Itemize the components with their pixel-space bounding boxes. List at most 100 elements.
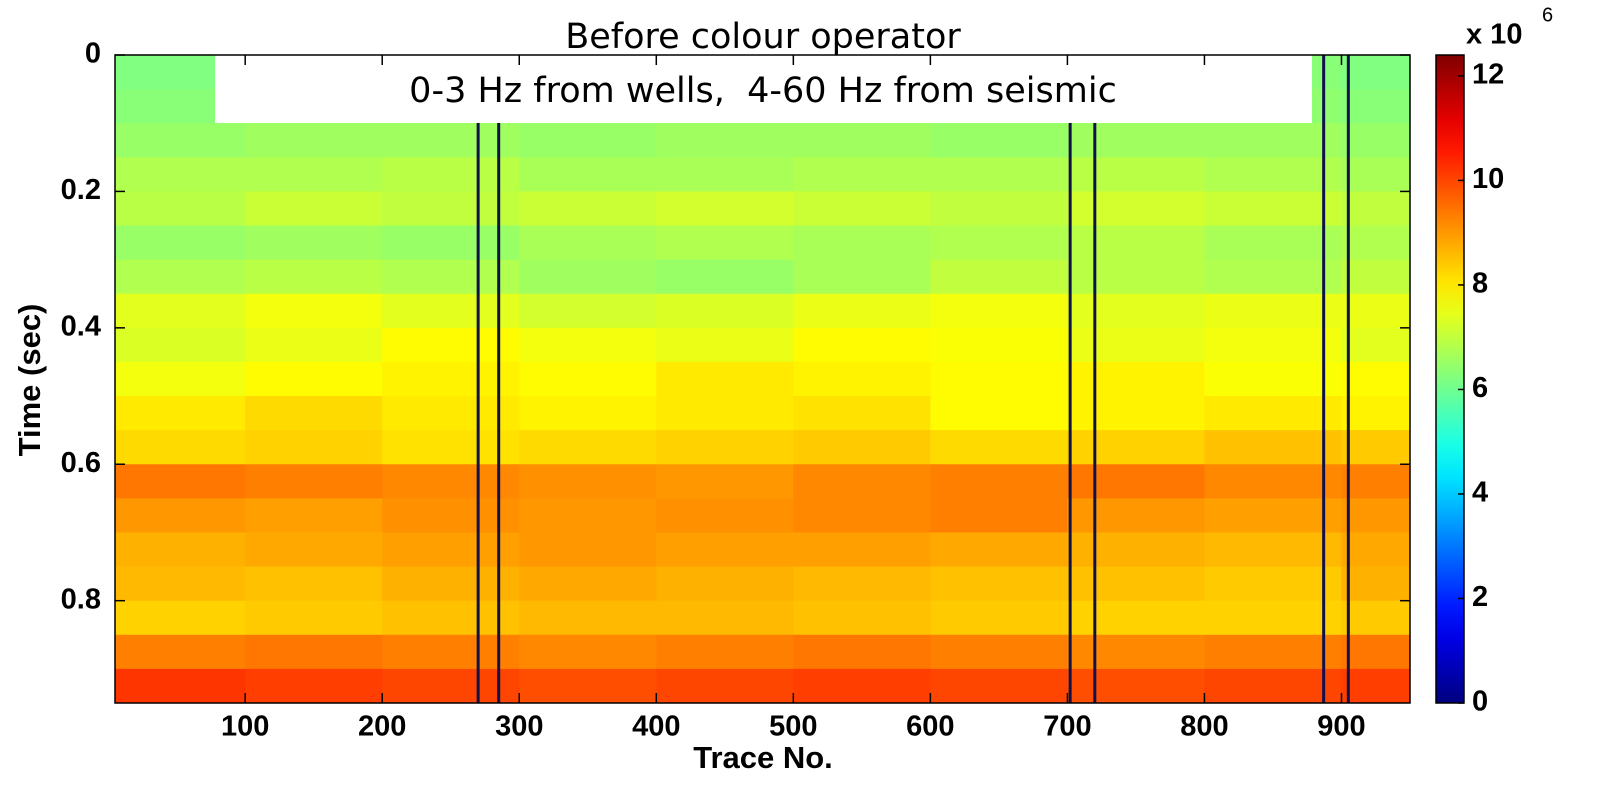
colorbar-tick-label: 8 [1472,268,1488,300]
heatmap-cell [1204,430,1342,465]
heatmap-cell [245,327,383,363]
heatmap-cell [245,157,383,192]
chart-subtitle: 0-3 Hz from wells, 4-60 Hz from seismic [409,71,1117,111]
heatmap-cell [656,327,794,363]
heatmap-cell [930,600,1068,636]
heatmap-cell [115,191,246,227]
heatmap-cell [245,668,383,704]
heatmap-cell [1067,157,1205,192]
heatmap-cell [656,600,794,636]
heatmap-cell [1067,464,1205,499]
colorbar-tick-label: 0 [1472,686,1488,718]
y-tick-label: 0.2 [61,174,101,206]
heatmap-cell [1204,259,1342,295]
heatmap-cell [793,532,931,568]
heatmap-cell [1341,191,1411,227]
heatmap-cell [930,259,1068,295]
heatmap-cell [1341,327,1411,363]
x-tick-label: 400 [632,711,680,743]
heatmap-cell [793,327,931,363]
heatmap-cell [245,600,383,636]
heatmap-cell [1067,668,1205,704]
heatmap-cell [115,600,246,636]
heatmap-cell [1204,157,1342,192]
heatmap-cell [245,293,383,329]
colorbar-tick-label: 6 [1472,372,1488,404]
heatmap-cell [1341,532,1411,568]
heatmap-cell [519,532,657,568]
y-tick-label: 0.8 [61,583,101,615]
heatmap-cell [793,191,931,227]
heatmap-cell [245,396,383,431]
heatmap-cell [656,293,794,329]
heatmap-cell [1341,157,1411,192]
heatmap-cell [930,532,1068,568]
heatmap-cell [115,498,246,533]
chart-title: Before colour operator [565,17,961,57]
heatmap-cell [656,123,794,158]
heatmap-cell [382,498,520,533]
heatmap-cell [382,293,520,329]
heatmap-cell [1341,396,1411,431]
heatmap-cell [1067,566,1205,602]
heatmap-cell [245,498,383,533]
heatmap-cell [115,634,246,670]
heatmap-cell [656,430,794,465]
heatmap-cell [245,259,383,295]
x-tick-label: 700 [1043,711,1091,743]
heatmap-cell [382,361,520,397]
heatmap-cell [519,396,657,431]
heatmap-cell [930,566,1068,602]
heatmap-cell [930,396,1068,431]
heatmap-cell [115,566,246,602]
heatmap-cell [793,668,931,704]
x-tick-label: 500 [769,711,817,743]
heatmap-cell [656,668,794,704]
heatmap-cell [1067,430,1205,465]
heatmap-cell [1204,634,1342,670]
heatmap-cell [656,396,794,431]
heatmap-cell [519,566,657,602]
heatmap-cell [793,361,931,397]
heatmap-cell [245,361,383,397]
colorbar-multiplier: x 10 [1466,19,1522,51]
heatmap-cell [793,464,931,499]
heatmap-cell [115,123,246,158]
heatmap-cell [1341,123,1411,158]
heatmap-cell [1204,668,1342,704]
heatmap-cell [793,430,931,465]
heatmap-cell [1341,498,1411,533]
heatmap-cell [382,634,520,670]
heatmap-cell [1067,634,1205,670]
heatmap-cell [930,123,1068,158]
x-tick-label: 800 [1180,711,1228,743]
heatmap-cell [1341,259,1411,295]
heatmap-cell [382,225,520,261]
y-axis-label: Time (sec) [12,304,47,457]
heatmap-cell [1067,123,1205,158]
heatmap-cell [519,430,657,465]
y-tick-label: 0 [85,38,101,70]
heatmap-cell [1067,225,1205,261]
heatmap-cell [115,327,246,363]
heatmap [115,55,1411,704]
colorbar-exponent: 6 [1542,4,1553,26]
heatmap-cell [793,566,931,602]
heatmap-cell [519,225,657,261]
heatmap-cell [1204,566,1342,602]
heatmap-cell [793,498,931,533]
heatmap-cell [115,225,246,261]
heatmap-cell [519,668,657,704]
x-tick-label: 300 [495,711,543,743]
heatmap-cell [1067,532,1205,568]
heatmap-cell [930,430,1068,465]
heatmap-cell [930,225,1068,261]
heatmap-cell [930,498,1068,533]
heatmap-cell [519,259,657,295]
heatmap-cell [1204,396,1342,431]
heatmap-cell [382,532,520,568]
heatmap-cell [656,191,794,227]
heatmap-cell [519,600,657,636]
heatmap-cell [793,293,931,329]
heatmap-cell [519,361,657,397]
